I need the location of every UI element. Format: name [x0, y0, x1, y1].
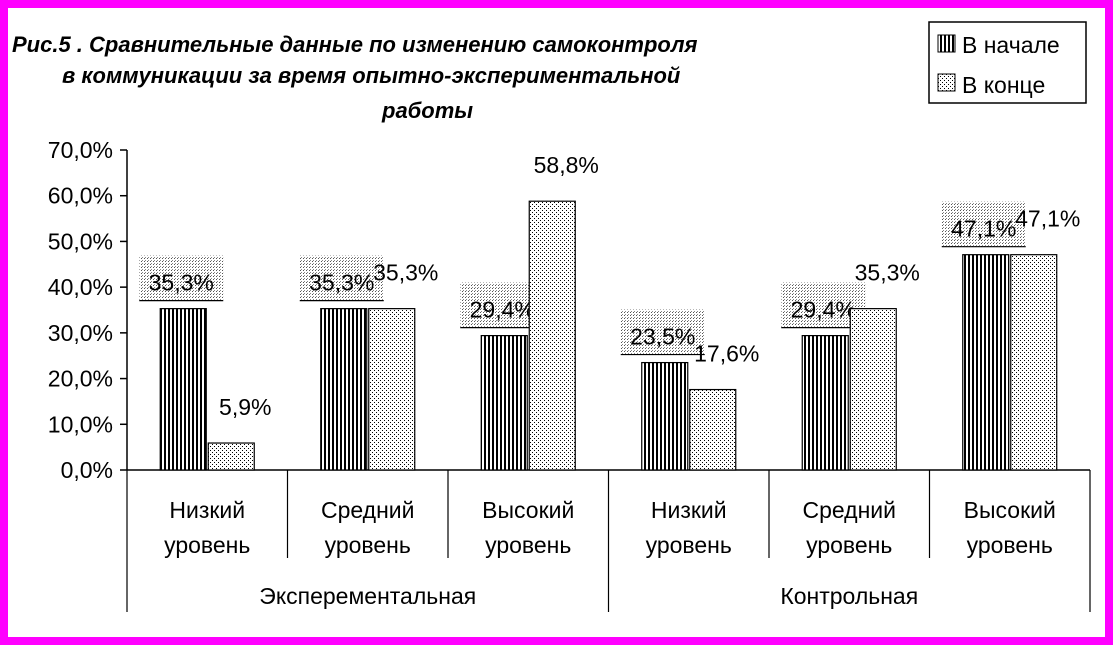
data-label-begin: 29,4% — [791, 297, 856, 323]
bar-end — [689, 388, 737, 471]
data-label-end: 17,6% — [694, 341, 759, 367]
legend-label-begin: В начале — [962, 32, 1060, 58]
bar-begin — [962, 254, 1010, 471]
bar-end — [207, 442, 255, 471]
data-label-end: 47,1% — [1015, 206, 1080, 232]
category-label: Средний — [802, 497, 896, 523]
category-label: Низкий — [651, 497, 727, 523]
category-label: уровень — [646, 532, 732, 558]
y-tick-label: 60,0% — [48, 183, 113, 209]
y-tick-label: 70,0% — [48, 137, 113, 163]
bar-begin — [320, 308, 368, 471]
data-label-background — [941, 201, 1026, 247]
category-label: уровень — [485, 532, 571, 558]
bar-begin — [641, 361, 689, 471]
legend-label-end: В конце — [962, 72, 1045, 98]
data-label-begin: 47,1% — [951, 216, 1016, 242]
bar-end — [368, 308, 416, 471]
group-label: Контрольная — [780, 583, 918, 609]
data-label-background — [299, 255, 384, 301]
y-tick-label: 20,0% — [48, 366, 113, 392]
y-tick-label: 40,0% — [48, 274, 113, 300]
category-label: уровень — [325, 532, 411, 558]
data-label-background — [620, 309, 705, 355]
category-label: Высокий — [964, 497, 1056, 523]
data-label-end: 35,3% — [373, 260, 438, 286]
y-tick-label: 30,0% — [48, 320, 113, 346]
y-tick-label: 50,0% — [48, 228, 113, 254]
chart-title-line-1: Рис.5 . Сравнительные данные по изменени… — [12, 32, 698, 57]
chart-title-line-2: в коммуникации за время опытно-экспериме… — [62, 63, 681, 88]
data-label-end: 35,3% — [855, 260, 920, 286]
y-tick-label: 10,0% — [48, 411, 113, 437]
chart-title: Рис.5 . Сравнительные данные по изменени… — [12, 32, 698, 123]
bar-begin — [801, 335, 849, 471]
data-label-begin: 23,5% — [630, 324, 695, 350]
bar-end — [528, 200, 576, 471]
plot-area: 0,0% 10,0% 20,0% 30,0% 40,0% 50,0% 60,0% 70,0% 3… — [48, 137, 1091, 612]
data-label-end: 58,8% — [534, 152, 599, 178]
bar-begin — [480, 335, 528, 471]
bar-end — [849, 308, 897, 471]
category-label: уровень — [164, 532, 250, 558]
y-tick-label: 0,0% — [61, 457, 113, 483]
data-label-end: 5,9% — [219, 394, 271, 420]
data-label-begin: 35,3% — [309, 270, 374, 296]
group-label: Эксперементальная — [259, 583, 476, 609]
data-label-background — [139, 255, 224, 301]
category-label: уровень — [967, 532, 1053, 558]
data-label-begin: 29,4% — [470, 297, 535, 323]
chart-title-line-3: работы — [381, 98, 473, 123]
category-label: уровень — [806, 532, 892, 558]
data-label-begin: 35,3% — [149, 270, 214, 296]
bar-end — [1010, 254, 1058, 471]
category-label: Низкий — [169, 497, 245, 523]
legend-swatch-begin — [937, 34, 956, 53]
legend-swatch-end — [937, 73, 956, 92]
legend: В начале В конце — [928, 21, 1087, 104]
category-label: Средний — [321, 497, 415, 523]
bar-begin — [159, 308, 207, 471]
category-label: Высокий — [482, 497, 574, 523]
